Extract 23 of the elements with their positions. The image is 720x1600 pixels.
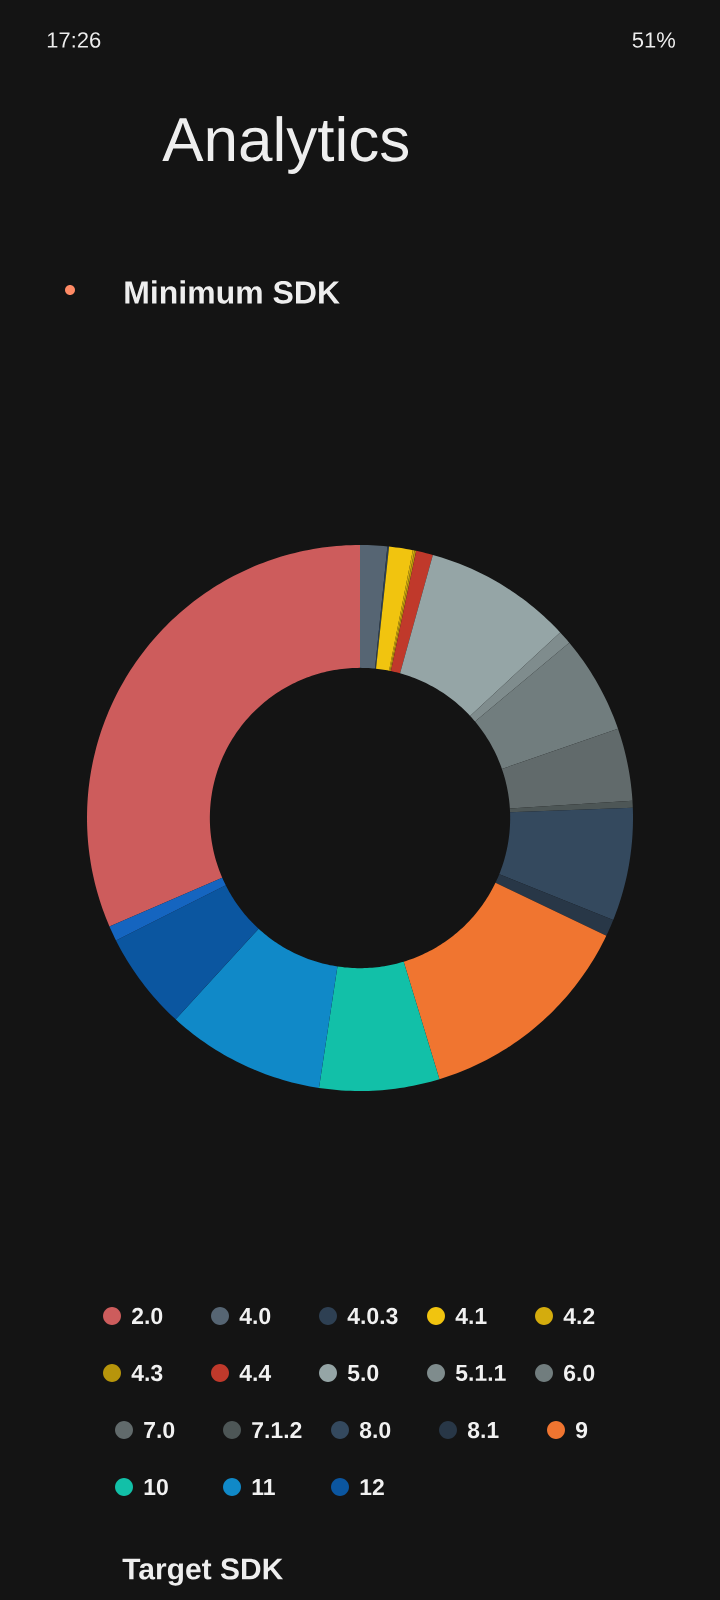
legend-label: 11 — [252, 1479, 275, 1495]
legend-label: 10 — [144, 1478, 168, 1496]
legend-label: 9 — [576, 1421, 588, 1439]
legend-label: 4.0.3 — [347, 1307, 398, 1325]
legend-label: 12 — [360, 1478, 384, 1496]
legend-label: 8.1 — [467, 1421, 499, 1439]
text: 17:26 — [47, 32, 101, 48]
legend-label: 7.0 — [144, 1421, 175, 1439]
legend-label: 6.0 — [564, 1364, 595, 1382]
legend-label: 7.1.2 — [252, 1421, 302, 1439]
legend-label: 5.1.1 — [455, 1364, 506, 1382]
chart-title: Minimum SDK — [125, 280, 340, 304]
legend-label: 4.3 — [131, 1364, 163, 1382]
text: 51% — [632, 32, 676, 48]
legend-label: 4.4 — [239, 1365, 272, 1381]
legend-label: 4.0 — [239, 1307, 271, 1325]
legend-label: 8.0 — [359, 1421, 391, 1439]
legend-label: 4.1 — [455, 1308, 487, 1324]
text: Target SDK — [122, 1558, 284, 1586]
legend-label: 5.0 — [347, 1364, 379, 1382]
text: Analytics — [162, 116, 409, 174]
legend-label: 2.0 — [132, 1307, 163, 1325]
legend-label: 4.2 — [563, 1307, 595, 1325]
